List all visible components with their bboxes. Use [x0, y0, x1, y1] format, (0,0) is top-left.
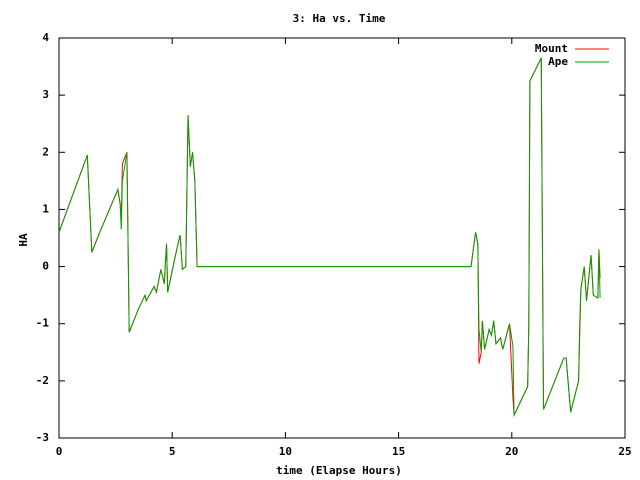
x-tick-label: 5	[169, 445, 176, 458]
plot-frame	[58, 37, 626, 439]
y-tick-label: -1	[36, 317, 50, 330]
y-tick-label: 2	[42, 145, 49, 158]
y-axis-label: HA	[17, 233, 30, 247]
x-tick-label: 0	[56, 445, 63, 458]
legend-label: Mount	[535, 42, 568, 55]
y-tick-label: 4	[42, 31, 49, 44]
y-tick-label: -2	[36, 374, 49, 387]
series-line	[58, 57, 601, 418]
y-tick-label: -3	[36, 431, 49, 444]
x-tick-label: 25	[618, 445, 631, 458]
series-line	[58, 57, 601, 416]
x-tick-label: 10	[279, 445, 292, 458]
y-tick-label: 3	[42, 88, 49, 101]
x-tick-label: 15	[392, 445, 405, 458]
y-tick-label: 1	[42, 202, 49, 215]
chart-title: 3: Ha vs. Time	[293, 12, 386, 25]
y-tick-label: 0	[42, 260, 49, 273]
x-tick-label: 20	[505, 445, 518, 458]
legend-label: Ape	[548, 55, 568, 68]
x-axis-label: time (Elapse Hours)	[276, 464, 402, 477]
